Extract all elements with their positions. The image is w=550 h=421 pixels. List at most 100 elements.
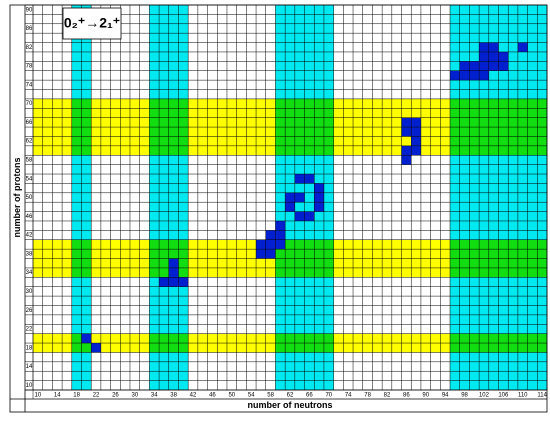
nucleus-cell — [401, 155, 412, 165]
x-tick-label: 70 — [325, 393, 332, 399]
nucleus-cell — [178, 277, 189, 287]
y-tick-label: 22 — [26, 327, 33, 333]
y-tick-label: 34 — [26, 270, 33, 276]
nucleus-cell — [304, 174, 315, 184]
y-tick-label: 50 — [26, 195, 33, 201]
y-tick-label: 62 — [26, 139, 33, 145]
nucleus-cell — [401, 145, 412, 156]
frame — [9, 4, 548, 413]
y-tick-label: 54 — [26, 176, 33, 182]
y-axis-title: number of protons — [12, 158, 22, 238]
nucleus-cell — [411, 127, 421, 137]
y-tick-label: 42 — [26, 233, 33, 239]
x-tick-label: 86 — [403, 393, 410, 399]
nucleus-cell — [275, 220, 286, 231]
x-tick-label: 78 — [364, 393, 371, 399]
nucleus-cell — [411, 145, 421, 156]
nucleus-cell — [450, 70, 460, 81]
y-tick-label: 70 — [26, 101, 33, 107]
nucleus-cell — [488, 51, 499, 62]
nucleus-cell — [401, 127, 412, 137]
nucleus-cell — [479, 51, 489, 62]
x-tick-label: 22 — [93, 393, 100, 399]
nucleus-cell — [81, 333, 92, 344]
nucleus-cell — [275, 239, 286, 250]
x-tick-label: 94 — [442, 393, 449, 399]
nucleus-cell — [459, 70, 470, 81]
nucleus-cell — [265, 249, 276, 259]
nucleus-cell — [275, 230, 286, 240]
y-tick-label: 10 — [26, 383, 33, 389]
nucleus-cell — [285, 192, 295, 203]
nucleus-cell — [469, 70, 480, 81]
nucleus-cell — [498, 61, 509, 71]
nucleus-cell — [265, 230, 276, 240]
nucleus-cell — [479, 42, 489, 52]
y-tick-label: 46 — [26, 214, 33, 220]
x-tick-label: 46 — [209, 393, 216, 399]
nucleus-cell — [285, 202, 295, 212]
nucleus-cell — [488, 42, 499, 52]
y-tick-label: 74 — [26, 82, 33, 88]
nucleus-cell — [517, 42, 528, 52]
x-tick-label: 90 — [422, 393, 429, 399]
y-tick-label: 18 — [26, 345, 33, 351]
x-tick-label: 62 — [287, 393, 294, 399]
nucleus-cell — [91, 343, 101, 353]
nucleus-cell — [314, 183, 324, 193]
chart-title: 0₂⁺→2₁⁺ — [64, 15, 120, 31]
y-tick-label: 26 — [26, 308, 33, 314]
y-tick-label: 66 — [26, 120, 33, 126]
x-tick-label: 106 — [498, 393, 509, 399]
x-tick-label: 54 — [248, 393, 255, 399]
y-tick-label: 86 — [26, 26, 33, 32]
nucleus-cell — [294, 211, 305, 221]
x-tick-label: 34 — [151, 393, 158, 399]
x-tick-label: 50 — [228, 393, 235, 399]
y-tick-label: 82 — [26, 45, 33, 51]
nucleus-cell — [265, 239, 276, 250]
nucleus-cell — [314, 202, 324, 212]
x-tick-label: 98 — [461, 393, 468, 399]
nucleus-cell — [314, 192, 324, 203]
x-tick-label: 58 — [267, 393, 274, 399]
nucleus-cell — [294, 174, 305, 184]
y-tick-label: 30 — [26, 289, 33, 295]
nucleus-cell — [411, 117, 421, 128]
nucleus-cell — [411, 136, 421, 146]
nucleus-cell — [168, 277, 179, 287]
y-tick-label: 58 — [26, 158, 33, 164]
nucleus-cell — [401, 117, 412, 128]
x-tick-label: 26 — [112, 393, 119, 399]
x-tick-label: 30 — [131, 393, 138, 399]
nucleus-cell — [256, 249, 266, 259]
x-tick-label: 74 — [345, 393, 352, 399]
nucleus-cell — [168, 267, 179, 278]
x-tick-label: 14 — [54, 393, 61, 399]
y-tick-label: 14 — [26, 364, 33, 370]
x-tick-label: 38 — [170, 393, 177, 399]
nucleus-cell — [159, 277, 169, 287]
x-tick-label: 102 — [479, 393, 490, 399]
y-tick-label: 78 — [26, 64, 33, 70]
x-tick-label: 82 — [384, 393, 391, 399]
title-box — [62, 7, 122, 40]
x-tick-label: 110 — [518, 393, 528, 399]
y-tick-label: 90 — [26, 7, 33, 13]
nucleus-cell — [469, 61, 480, 71]
nucleus-cell — [294, 192, 305, 203]
x-tick-label: 10 — [35, 393, 42, 399]
y-tick-label: 38 — [26, 251, 33, 257]
nucleus-cell — [168, 258, 179, 268]
x-tick-label: 42 — [190, 393, 197, 399]
x-tick-label: 66 — [306, 393, 313, 399]
nucleus-cell — [304, 211, 315, 221]
nucleus-cell — [479, 70, 489, 81]
nucleus-cell — [256, 239, 266, 250]
nucleus-cell — [498, 51, 509, 62]
nucleus-cell — [488, 61, 499, 71]
x-tick-label: 114 — [537, 393, 547, 399]
nucleus-cell — [459, 61, 470, 71]
x-tick-label: 18 — [73, 393, 80, 399]
